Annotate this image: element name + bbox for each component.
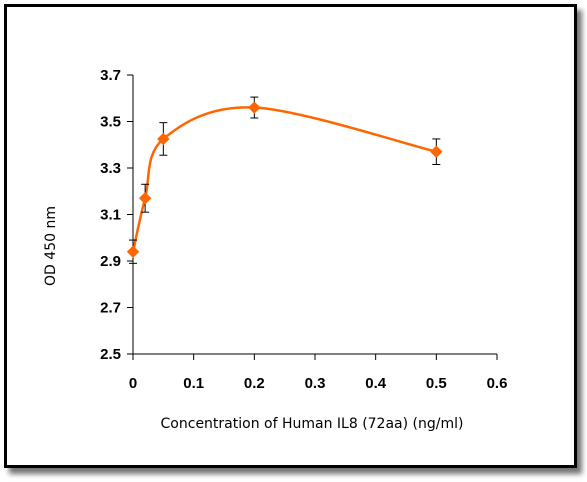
- y-tick-label: 2.5: [100, 346, 121, 363]
- series: [126, 96, 443, 264]
- data-point-marker: [430, 145, 443, 158]
- data-point-marker: [157, 132, 170, 146]
- series-line: [131, 106, 437, 252]
- data-point-marker: [248, 101, 261, 114]
- data-point-marker: [138, 192, 152, 205]
- x-tick-label: 0.1: [183, 375, 204, 392]
- x-tick-label: 0.5: [426, 375, 447, 392]
- x-axis-title: Concentration of Human IL8 (72aa) (ng/ml…: [161, 416, 464, 432]
- data-point-marker: [126, 245, 140, 258]
- x-tick-label: 0.6: [487, 375, 508, 392]
- x-tick-label: 0.3: [305, 375, 326, 392]
- y-axis-title: OD 450 nm: [43, 206, 59, 286]
- y-tick-label: 2.7: [100, 300, 121, 317]
- y-tick-label: 3.5: [100, 114, 121, 131]
- ticks: 2.5 2.7 2.9 3.1 3.3 3.5 3.7 0 0.1 0.2 0.3 0.4 0.5 0.6: [100, 67, 507, 392]
- x-tick-label: 0: [129, 375, 137, 392]
- y-tick-label: 3.7: [100, 67, 121, 84]
- x-tick-label: 0.2: [244, 375, 265, 392]
- y-tick-label: 3.1: [100, 207, 121, 224]
- y-tick-label: 3.3: [100, 160, 121, 177]
- y-tick-label: 2.9: [100, 253, 121, 270]
- chart-frame: [4, 4, 577, 468]
- axes: [132, 75, 497, 355]
- x-tick-label: 0.4: [365, 375, 387, 392]
